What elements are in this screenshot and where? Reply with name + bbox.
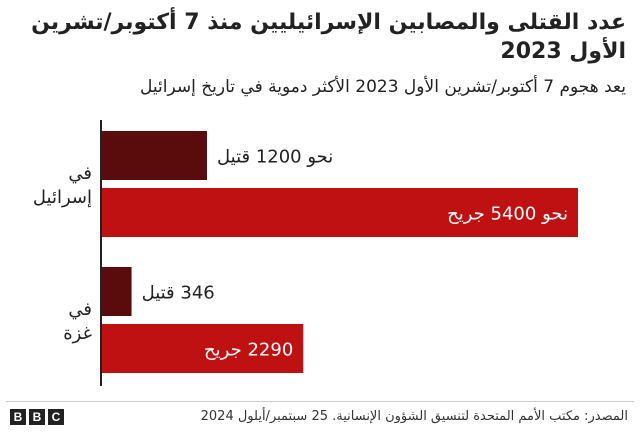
bar-chart: نحو 1200 قتيل نحو 5400 جريح في إسرائيل 346 ق… — [33, 120, 578, 386]
bbc-logo-letter: B — [29, 409, 45, 425]
category-label: في غزة — [63, 299, 92, 344]
data-label: 2290 جريح — [204, 340, 293, 361]
category-label-line: غزة — [63, 323, 92, 344]
bar-جريح — [101, 324, 304, 373]
bbc-logo-letter: B — [10, 409, 26, 425]
source-note: المصدر: مكتب الأمم المتحدة لتنسيق الشؤون… — [200, 409, 628, 424]
bar-قتيل — [101, 131, 207, 180]
bbc-logo-letter: C — [48, 409, 64, 425]
category-label-line: في — [68, 163, 92, 184]
category-label-line: إسرائيل — [33, 187, 92, 208]
data-label: 346 قتيل — [142, 283, 215, 304]
chart-subtitle: يعد هجوم 7 أكتوبر/تشرين الأول 2023 الأكث… — [139, 77, 626, 97]
bar-قتيل — [101, 267, 132, 316]
category-label: في إسرائيل — [33, 163, 92, 208]
bbc-logo: B B C — [10, 409, 64, 425]
footer-divider — [6, 401, 634, 402]
chart-title: عدد القتلى والمصابين الإسرائيليين منذ 7 … — [31, 10, 626, 64]
category-label-line: في — [68, 299, 92, 320]
data-label: نحو 1200 قتيل — [217, 147, 333, 168]
bar-جريح — [101, 188, 578, 237]
data-label: نحو 5400 جريح — [447, 204, 568, 225]
